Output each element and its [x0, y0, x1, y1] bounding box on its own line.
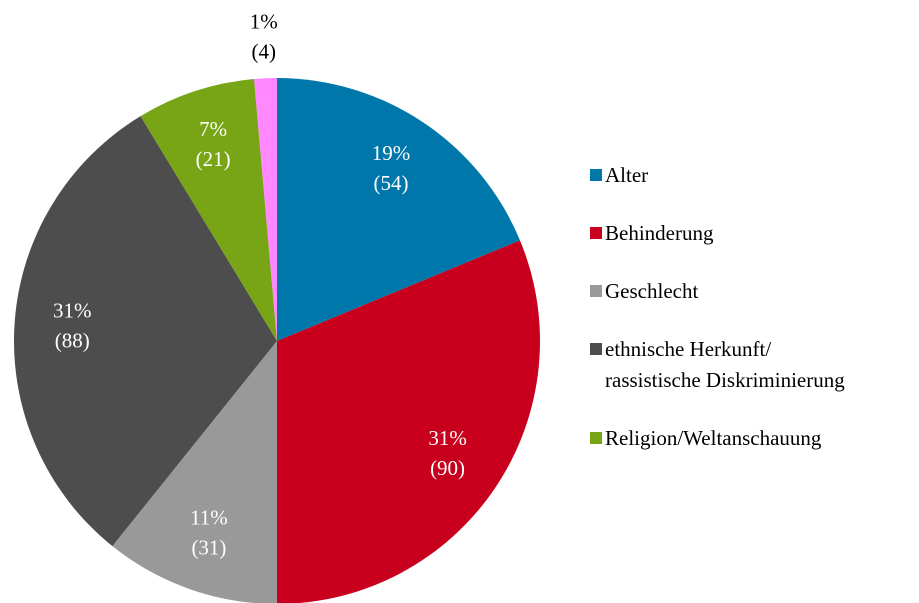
value-label: (31) — [191, 535, 226, 559]
legend-label: Religion/Weltanschauung — [605, 426, 822, 450]
legend-item: Religion/Weltanschauung — [590, 423, 845, 454]
pie-slice — [277, 78, 520, 341]
legend-swatch — [590, 285, 602, 297]
legend-item: Alter — [590, 160, 845, 191]
value-label: (54) — [373, 171, 408, 195]
pie-slice — [14, 116, 278, 547]
value-label: (21) — [196, 147, 231, 171]
legend-label: Geschlecht — [605, 279, 699, 303]
legend-label: Alter — [605, 163, 649, 187]
value-label: (4) — [252, 40, 277, 64]
legend-item: Geschlecht — [590, 276, 845, 307]
percent-label: 1% — [250, 10, 278, 34]
percent-label: 19% — [372, 141, 411, 165]
pie-slice — [112, 341, 277, 603]
legend-item: Behinderung — [590, 218, 845, 249]
legend-item: ethnische Herkunft/ rassistische Diskrim… — [590, 334, 845, 396]
legend: Alter Behinderung Geschlecht ethnische Herk… — [590, 160, 845, 454]
legend-label: Behinderung — [605, 221, 714, 245]
legend-swatch — [590, 227, 602, 239]
pie-slice — [277, 240, 540, 603]
value-label: (90) — [430, 456, 465, 480]
percent-label: 7% — [199, 117, 227, 141]
legend-swatch — [590, 169, 602, 181]
percent-label: 11% — [190, 505, 228, 529]
pie-slice — [254, 78, 277, 341]
percent-label: 31% — [53, 298, 92, 322]
pie-slice — [140, 79, 277, 341]
legend-swatch — [590, 432, 602, 444]
legend-swatch — [590, 343, 602, 355]
value-label: (88) — [55, 328, 90, 352]
legend-label: ethnische Herkunft/ rassistische Diskrim… — [605, 337, 845, 392]
percent-label: 31% — [428, 426, 467, 450]
